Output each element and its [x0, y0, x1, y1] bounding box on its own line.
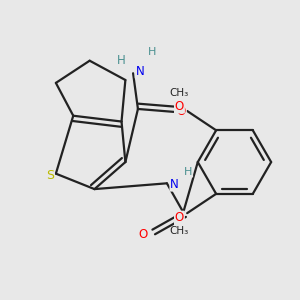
Text: O: O	[177, 105, 186, 119]
Text: O: O	[175, 212, 184, 224]
Text: N: N	[170, 178, 179, 191]
Text: O: O	[138, 228, 147, 241]
Text: N: N	[136, 65, 144, 78]
Text: H: H	[148, 47, 157, 57]
Text: H: H	[117, 54, 126, 67]
Text: H: H	[184, 167, 192, 177]
Text: CH₃: CH₃	[170, 88, 189, 98]
Text: S: S	[46, 169, 54, 182]
Text: CH₃: CH₃	[170, 226, 189, 236]
Text: O: O	[175, 100, 184, 113]
